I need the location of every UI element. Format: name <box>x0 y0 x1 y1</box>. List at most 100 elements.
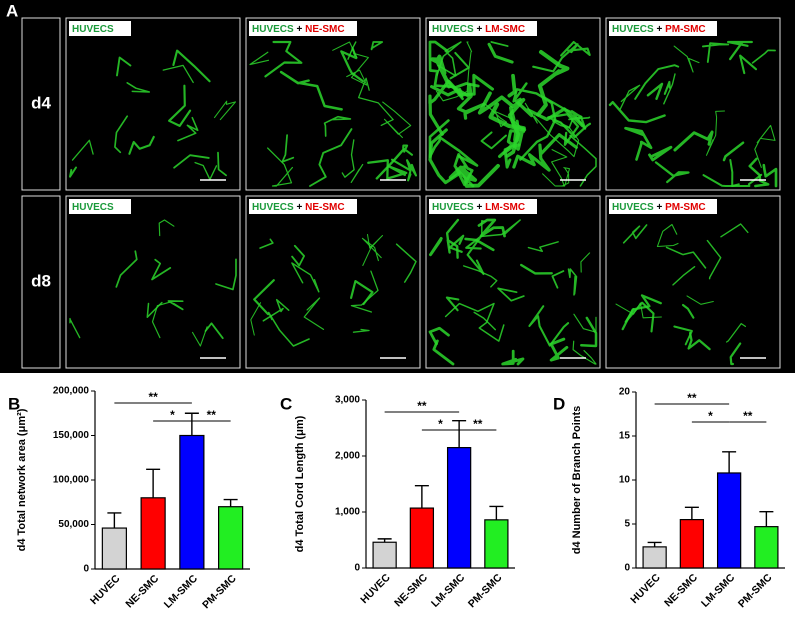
vessel-structure <box>352 328 370 333</box>
vessel-structure <box>444 302 505 342</box>
significance-label: ** <box>687 391 697 405</box>
vessel-structure <box>646 82 664 101</box>
vessel-structure <box>204 322 224 340</box>
vessel-structure <box>624 126 653 161</box>
vessel-structure <box>622 224 648 244</box>
bar <box>218 506 244 570</box>
vessel-structure <box>69 166 77 178</box>
vessel-structure <box>615 302 662 319</box>
panel-letter: A <box>6 1 18 20</box>
vessel-structure <box>725 322 747 343</box>
micrograph <box>65 195 241 369</box>
vessel-structure <box>291 244 306 267</box>
bar <box>372 541 397 569</box>
huvec-label: HUVECS <box>612 24 654 35</box>
vessel-structure <box>672 265 696 286</box>
vessel-structure <box>458 73 495 97</box>
vessel-structure <box>249 51 270 66</box>
y-tick-label: 3,000 <box>335 395 360 406</box>
y-tick-label: 0 <box>354 563 360 574</box>
smc-label: NE-SMC <box>305 24 344 35</box>
vessel-structure <box>303 297 325 331</box>
condition-label: HUVECS + NE-SMC <box>252 202 345 213</box>
huvec-label: HUVECS <box>252 202 294 213</box>
error-bar <box>223 498 238 507</box>
error-bar <box>377 538 392 543</box>
vessel-structure <box>549 337 569 362</box>
row-label-box <box>21 195 61 369</box>
vessel-structure <box>663 73 676 105</box>
vessel-structure <box>428 326 450 346</box>
x-tick-label: PM-SMC <box>736 571 775 610</box>
y-tick-label: 200,000 <box>53 386 90 397</box>
vessel-structure <box>309 128 353 187</box>
vessel-structure <box>567 268 578 296</box>
vessel-structure <box>279 70 343 111</box>
plus-sign: + <box>656 202 662 213</box>
vessel-structure <box>663 80 671 95</box>
vessel-structure <box>524 102 580 158</box>
vessel-structure <box>382 101 412 139</box>
vessel-structure <box>673 45 700 73</box>
row-label: d8 <box>31 271 51 290</box>
vessel-structure <box>69 317 81 339</box>
error-bar <box>489 505 504 520</box>
vessel-structure <box>762 163 778 188</box>
vessel-structure <box>370 41 384 51</box>
vessel-structure <box>448 234 465 253</box>
bar <box>484 519 509 569</box>
vessel-structure <box>621 294 662 331</box>
micrograph <box>245 195 421 369</box>
y-axis-label: d4 Total Cord Length (μm) <box>294 415 306 552</box>
significance-label: * <box>708 409 713 423</box>
vessel-structure <box>453 153 475 188</box>
vessel-structure <box>162 64 194 84</box>
bar <box>179 434 205 570</box>
vessel-structure <box>654 161 690 184</box>
vessel-structure <box>722 141 745 162</box>
x-tick-label: PM-SMC <box>466 571 505 610</box>
error-bar <box>452 420 467 448</box>
vessel-structure <box>739 54 758 75</box>
vessel-structure <box>428 128 461 185</box>
vessel-structure <box>362 233 384 267</box>
condition-label: HUVECS <box>72 202 114 213</box>
vessel-structure <box>573 313 597 333</box>
vessel-structure <box>687 331 711 351</box>
y-tick-label: 0 <box>624 563 630 574</box>
vessel-structure <box>536 49 570 117</box>
vessel-structure <box>665 246 707 269</box>
condition-label-box <box>609 21 717 36</box>
vessel-structure <box>267 311 310 347</box>
condition-label: HUVECS + PM-SMC <box>612 24 706 35</box>
vessel-structure <box>347 41 357 60</box>
vessel-structure <box>751 49 776 64</box>
vessel-structure <box>357 77 394 127</box>
y-tick-label: 2,000 <box>335 451 360 462</box>
vessel-structure <box>450 83 486 120</box>
vessel-structure <box>429 237 443 257</box>
smc-label: LM-SMC <box>485 202 525 213</box>
vessel-structure <box>706 239 722 280</box>
y-tick-label: 150,000 <box>53 430 90 441</box>
vessel-structure <box>323 115 352 137</box>
x-tick-label: HUVEC <box>358 571 393 606</box>
condition-label: HUVECS + LM-SMC <box>432 202 525 213</box>
vessel-structure <box>266 147 294 187</box>
vessel-structure <box>551 270 565 289</box>
smc-label: LM-SMC <box>485 24 525 35</box>
condition-label: HUVECS + NE-SMC <box>252 24 345 35</box>
bar <box>140 497 166 570</box>
smc-label: PM-SMC <box>665 24 706 35</box>
bar <box>101 527 127 570</box>
vessel-structure <box>729 159 740 187</box>
vessel-structure <box>519 263 553 275</box>
vessel-structure <box>532 40 591 73</box>
condition-label-box <box>609 199 717 214</box>
vessel-structure <box>291 262 320 293</box>
significance-label: ** <box>473 417 483 431</box>
error-bar <box>184 412 199 436</box>
vessel-structure <box>608 101 666 124</box>
